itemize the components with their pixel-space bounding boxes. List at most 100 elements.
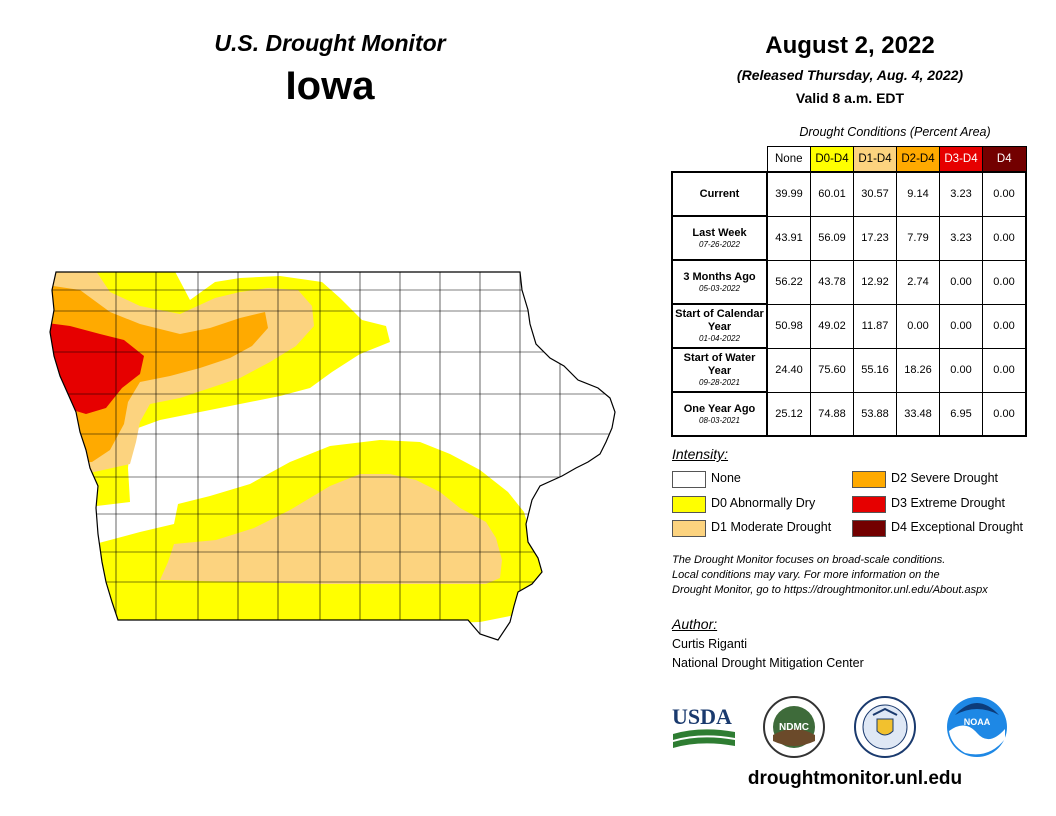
table-cell: 0.00 [982, 303, 1027, 349]
author-organization: National Drought Mitigation Center [672, 656, 864, 670]
row-label: Start of Calendar Year 01-04-2022 [671, 303, 768, 349]
table-cell: 12.92 [853, 259, 897, 305]
row-label: 3 Months Ago 05-03-2022 [671, 259, 768, 305]
column-header: D0-D4 [810, 146, 854, 173]
legend-swatch [852, 496, 886, 513]
table-cell: 0.00 [939, 303, 983, 349]
usda-logo-text: USDA [672, 704, 732, 729]
row-label-text: One Year Ago [683, 402, 756, 415]
table-cell: 0.00 [982, 171, 1027, 217]
row-label-text: Start of Water Year [683, 352, 756, 377]
table-cell: 39.99 [766, 171, 811, 217]
legend-label: D0 Abnormally Dry [711, 496, 816, 510]
table-row: Start of Calendar Year 01-04-2022 50.98 49.… [671, 303, 1027, 349]
county-boundaries [50, 272, 615, 640]
state-name: Iowa [285, 64, 375, 108]
table-cell: 2.74 [896, 259, 940, 305]
legend-heading: Intensity: [672, 446, 729, 462]
noaa-logo-text: NOAA [964, 717, 991, 727]
note-line: Drought Monitor, go to https://droughtmo… [672, 584, 988, 596]
table-cell: 55.16 [853, 347, 897, 393]
legend-label: None [711, 471, 741, 485]
map-date: August 2, 2022 [765, 32, 935, 59]
table-cell: 43.91 [766, 215, 811, 261]
table-cell: 17.23 [853, 215, 897, 261]
row-sublabel: 09-28-2021 [699, 378, 740, 387]
table-header-row: None D0-D4 D1-D4 D2-D4 D3-D4 D4 [672, 146, 1027, 173]
drought-conditions-table: None D0-D4 D1-D4 D2-D4 D3-D4 D4 Current 39.99 6… [671, 146, 1027, 437]
table-cell: 0.00 [982, 259, 1027, 305]
table-row: Current 39.99 60.01 30.57 9.14 3.23 0.00 [671, 171, 1027, 217]
header-blank-cell [672, 147, 767, 173]
legend-label: D2 Severe Drought [891, 471, 999, 485]
table-cell: 33.48 [896, 391, 940, 437]
table-cell: 0.00 [982, 215, 1027, 261]
row-label-text: 3 Months Ago [683, 270, 756, 283]
row-sublabel: 01-04-2022 [699, 334, 740, 343]
table-cell: 11.87 [853, 303, 897, 349]
table-cell: 3.23 [939, 215, 983, 261]
table-cell: 25.12 [766, 391, 811, 437]
noaa-logo: NOAA [947, 697, 1007, 757]
table-row: Last Week 07-26-2022 43.91 56.09 17.23 7.79 3.… [671, 215, 1027, 261]
column-header: D2-D4 [896, 146, 940, 173]
column-header: D3-D4 [939, 146, 983, 173]
column-header: D1-D4 [853, 146, 897, 173]
website-url: droughtmonitor.unl.edu [747, 768, 963, 789]
table-cell: 24.40 [766, 347, 811, 393]
table-row: One Year Ago 08-03-2021 25.12 74.88 53.88 33.… [671, 391, 1027, 437]
row-label: One Year Ago 08-03-2021 [671, 391, 768, 437]
note-line: Local conditions may vary. For more info… [672, 569, 940, 581]
d1-region-south [160, 474, 502, 584]
table-cell: 30.57 [853, 171, 897, 217]
legend-label: D4 Exceptional Drought [891, 520, 1024, 534]
legend-swatch [672, 471, 706, 488]
legend-swatch [672, 520, 706, 537]
table-row: Start of Water Year 09-28-2021 24.40 75.60 5… [671, 347, 1027, 393]
iowa-drought-map [49, 271, 616, 641]
release-date: (Released Thursday, Aug. 4, 2022) [736, 67, 964, 83]
table-cell: 7.79 [896, 215, 940, 261]
table-cell: 43.78 [810, 259, 854, 305]
row-label: Start of Water Year 09-28-2021 [671, 347, 768, 393]
table-cell: 9.14 [896, 171, 940, 217]
note-line: The Drought Monitor focuses on broad-sca… [672, 554, 946, 566]
table-cell: 53.88 [853, 391, 897, 437]
table-cell: 74.88 [810, 391, 854, 437]
table-cell: 6.95 [939, 391, 983, 437]
table-cell: 56.09 [810, 215, 854, 261]
table-cell: 49.02 [810, 303, 854, 349]
row-label-text: Start of Calendar Year [675, 308, 764, 333]
table-cell: 0.00 [939, 347, 983, 393]
legend-label: D3 Extreme Drought [891, 496, 1005, 510]
row-label: Current [671, 171, 768, 217]
disclaimer-note: The Drought Monitor focuses on broad-sca… [672, 553, 1052, 598]
ndmc-logo-text: NDMC [779, 722, 809, 733]
legend-label: D1 Moderate Drought [711, 520, 832, 534]
column-header: None [766, 146, 811, 173]
table-cell: 3.23 [939, 171, 983, 217]
row-sublabel: 05-03-2022 [699, 283, 740, 293]
legend-swatch [852, 471, 886, 488]
valid-time: Valid 8 a.m. EDT [795, 90, 905, 106]
table-cell: 18.26 [896, 347, 940, 393]
column-header: D4 [982, 146, 1027, 173]
row-label-text: Current [699, 187, 740, 200]
row-sublabel: 08-03-2021 [699, 415, 740, 425]
table-cell: 60.01 [810, 171, 854, 217]
table-cell: 0.00 [939, 259, 983, 305]
row-sublabel: 07-26-2022 [699, 239, 740, 249]
author-name: Curtis Riganti [672, 637, 748, 651]
table-row: 3 Months Ago 05-03-2022 56.22 43.78 12.92 2.7… [671, 259, 1027, 305]
table-cell: 75.60 [810, 347, 854, 393]
ndmc-logo: NDMC [763, 696, 825, 758]
table-cell: 0.00 [982, 391, 1027, 437]
legend-swatch [852, 520, 886, 537]
table-cell: 56.22 [766, 259, 811, 305]
commerce-seal-logo [854, 696, 916, 758]
table-cell: 50.98 [766, 303, 811, 349]
table-cell: 0.00 [896, 303, 940, 349]
d2-region [50, 284, 268, 462]
usda-logo: USDA [672, 704, 735, 748]
table-cell: 0.00 [982, 347, 1027, 393]
